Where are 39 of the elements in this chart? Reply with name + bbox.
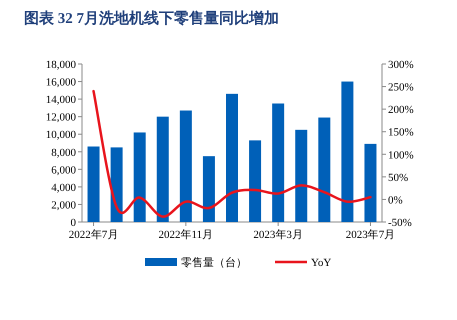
x-tick-label: 2023年3月 — [253, 229, 303, 241]
y-tick-label: 6,000 — [51, 164, 76, 176]
y2-tick-label: 100% — [388, 149, 414, 162]
x-tick-label: 2022年7月 — [68, 229, 118, 241]
bar — [341, 82, 354, 222]
bar — [110, 147, 123, 222]
bar — [202, 156, 215, 222]
bar — [134, 132, 146, 222]
y-tick-label: 18,000 — [46, 59, 76, 71]
y2-tick-label: 200% — [388, 104, 414, 116]
bar — [272, 104, 284, 222]
y-tick-label: 10,000 — [46, 129, 76, 142]
bar — [226, 94, 238, 222]
legend-label: 零售量（台） — [181, 256, 247, 269]
bar — [318, 118, 330, 222]
bar — [180, 110, 192, 222]
y-tick-label: 14,000 — [46, 94, 76, 106]
bar — [249, 140, 262, 222]
y-tick-label: 12,000 — [46, 112, 76, 124]
y2-tick-label: 50% — [388, 172, 408, 184]
x-tick-label: 2022年11月 — [158, 229, 214, 241]
y-tick-label: 2,000 — [51, 199, 76, 212]
bar — [156, 116, 169, 222]
y2-tick-label: -50% — [388, 217, 412, 229]
line-series — [92, 90, 372, 218]
y2-tick-label: 300% — [388, 59, 414, 71]
bar — [364, 144, 376, 222]
y2-tick-label: 0% — [388, 194, 403, 206]
y-tick-label: 0 — [70, 217, 76, 229]
chart-title: 图表 32 7月洗地机线下零售量同比增加 — [24, 10, 279, 27]
bar — [88, 146, 100, 222]
legend-label: YoY — [311, 257, 332, 269]
y-tick-label: 4,000 — [51, 182, 76, 194]
bar — [295, 130, 308, 222]
y-tick-label: 16,000 — [46, 76, 76, 89]
y2-tick-label: 150% — [388, 126, 414, 139]
y-tick-label: 8,000 — [51, 146, 76, 159]
x-tick-label: 2023年7月 — [346, 229, 396, 241]
y2-tick-label: 250% — [388, 82, 414, 94]
